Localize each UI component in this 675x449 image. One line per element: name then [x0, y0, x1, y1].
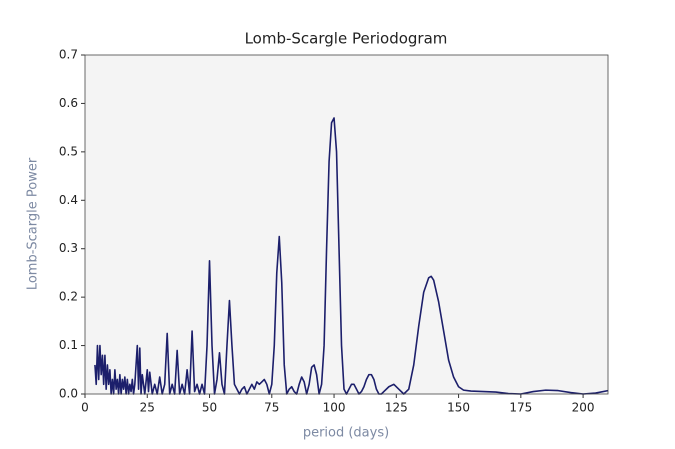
- x-tick-label: 0: [81, 401, 89, 415]
- x-tick-label: 75: [264, 401, 279, 415]
- y-tick-label: 0.7: [59, 48, 78, 62]
- x-tick-label: 50: [202, 401, 217, 415]
- x-axis-label: period (days): [303, 426, 389, 441]
- y-tick-label: 0.3: [59, 241, 78, 255]
- x-tick-label: 200: [572, 401, 595, 415]
- x-tick-label: 150: [447, 401, 470, 415]
- y-tick-label: 0.2: [59, 290, 78, 304]
- x-tick-label: 100: [323, 401, 346, 415]
- x-tick-label: 175: [509, 401, 532, 415]
- y-axis-label: Lomb-Scargle Power: [26, 157, 41, 290]
- x-tick-label: 25: [140, 401, 155, 415]
- plot-background: [85, 55, 608, 394]
- power-line: [94, 117, 609, 395]
- y-tick-label: 0.6: [59, 96, 78, 110]
- y-tick-label: 0.1: [59, 338, 78, 352]
- y-tick-label: 0.4: [59, 193, 78, 207]
- x-tick-label: 125: [385, 401, 408, 415]
- y-tick-label: 0.5: [59, 144, 78, 158]
- chart-title: Lomb-Scargle Periodogram: [245, 30, 448, 48]
- y-tick-label: 0.0: [59, 387, 78, 401]
- plot-frame: [84, 54, 609, 395]
